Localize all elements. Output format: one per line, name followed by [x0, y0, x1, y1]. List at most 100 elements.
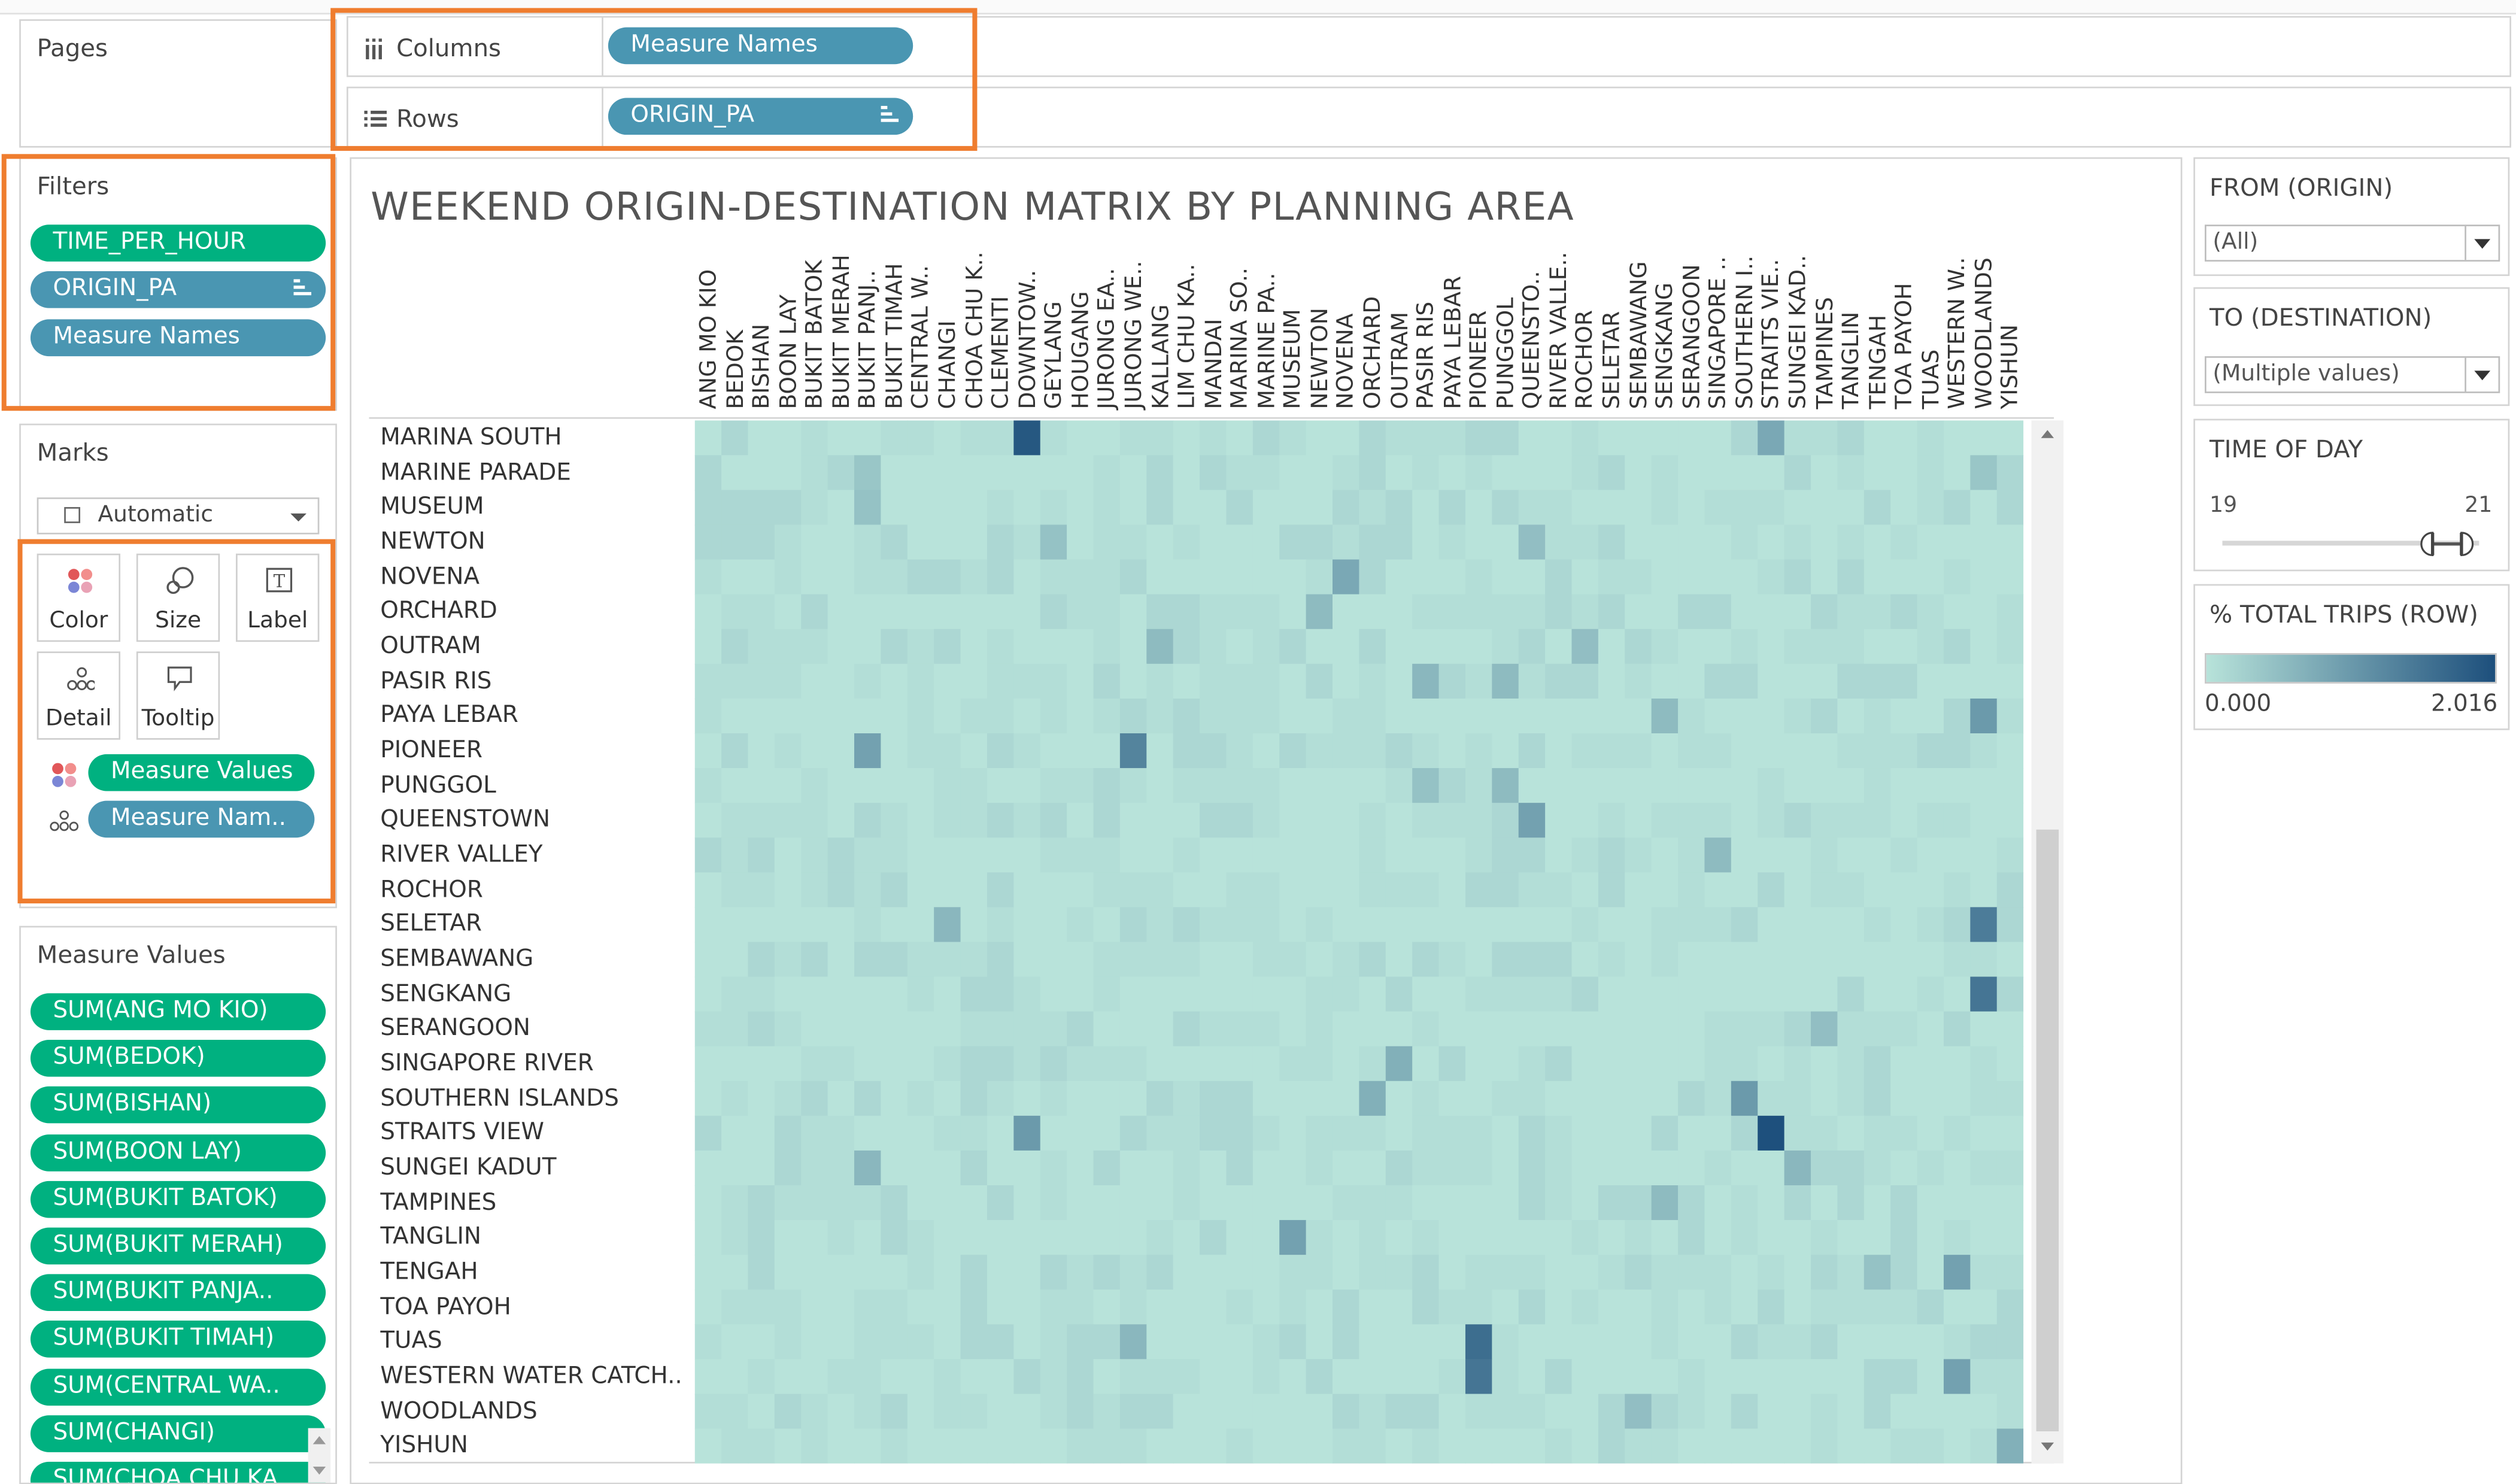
heatmap-cell[interactable] — [1704, 837, 1732, 873]
heatmap-cell[interactable] — [1332, 524, 1360, 560]
heatmap-cell[interactable] — [721, 1255, 749, 1291]
heatmap-cell[interactable] — [1518, 976, 1546, 1012]
heatmap-cell[interactable] — [1943, 559, 1971, 595]
heatmap-cell[interactable] — [748, 1220, 775, 1256]
heatmap-cell[interactable] — [1864, 1428, 1892, 1464]
heatmap-cell[interactable] — [1332, 976, 1360, 1012]
heatmap-cell[interactable] — [1492, 942, 1519, 978]
row-label[interactable]: MUSEUM — [380, 494, 484, 521]
heatmap-cell[interactable] — [1412, 768, 1440, 804]
heatmap-cell[interactable] — [1200, 1011, 1227, 1047]
heatmap-cell[interactable] — [1651, 1185, 1679, 1221]
column-label[interactable]: JURONG EA.. — [1095, 257, 1121, 409]
heatmap-cell[interactable] — [1279, 629, 1307, 664]
heatmap-cell[interactable] — [1252, 1081, 1280, 1116]
heatmap-cell[interactable] — [1306, 1289, 1334, 1325]
heatmap-cell[interactable] — [1385, 490, 1413, 526]
heatmap-cell[interactable] — [1359, 1150, 1386, 1186]
heatmap-cell[interactable] — [1067, 837, 1094, 873]
heatmap-cell[interactable] — [907, 1011, 935, 1047]
heatmap-cell[interactable] — [1837, 1394, 1865, 1430]
heatmap-cell[interactable] — [748, 1324, 775, 1360]
heatmap-cell[interactable] — [1758, 1150, 1785, 1186]
heatmap-cell[interactable] — [1306, 837, 1334, 873]
heatmap-cell[interactable] — [881, 594, 908, 630]
heatmap-cell[interactable] — [1837, 663, 1865, 700]
heatmap-cell[interactable] — [801, 1255, 828, 1291]
heatmap-cell[interactable] — [1625, 698, 1652, 735]
heatmap-cell[interactable] — [907, 837, 935, 873]
heatmap-cell[interactable] — [1385, 594, 1413, 630]
heatmap-cell[interactable] — [960, 1150, 988, 1186]
heatmap-cell[interactable] — [1385, 455, 1413, 491]
heatmap-cell[interactable] — [774, 1324, 802, 1360]
heatmap-cell[interactable] — [1146, 803, 1174, 839]
heatmap-cell[interactable] — [854, 1428, 882, 1464]
column-label[interactable]: ROCHOR — [1573, 257, 1599, 409]
heatmap-cell[interactable] — [1864, 976, 1892, 1012]
heatmap-cell[interactable] — [907, 559, 935, 595]
heatmap-cell[interactable] — [907, 455, 935, 491]
heatmap-cell[interactable] — [1704, 803, 1732, 839]
row-label[interactable]: TANGLIN — [380, 1225, 481, 1251]
row-label[interactable]: TAMPINES — [380, 1190, 497, 1216]
heatmap-cell[interactable] — [1864, 1011, 1892, 1047]
heatmap-cell[interactable] — [907, 803, 935, 839]
heatmap-cell[interactable] — [1279, 455, 1307, 491]
heatmap-cell[interactable] — [1438, 1185, 1467, 1221]
heatmap-cell[interactable] — [1332, 803, 1360, 839]
heatmap-cell[interactable] — [1731, 872, 1759, 908]
heatmap-cell[interactable] — [1837, 698, 1865, 735]
heatmap-cell[interactable] — [1943, 1185, 1971, 1221]
heatmap-cell[interactable] — [1917, 872, 1945, 908]
heatmap-cell[interactable] — [1545, 1324, 1573, 1360]
heatmap-cell[interactable] — [1040, 872, 1068, 908]
heatmap-cell[interactable] — [748, 768, 775, 804]
heatmap-cell[interactable] — [1119, 733, 1148, 769]
heatmap-cell[interactable] — [1890, 1220, 1918, 1256]
heatmap-cell[interactable] — [934, 1011, 961, 1047]
heatmap-cell[interactable] — [721, 1289, 749, 1325]
heatmap-cell[interactable] — [854, 1255, 882, 1291]
heatmap-cell[interactable] — [1013, 559, 1041, 595]
heatmap-cell[interactable] — [1093, 803, 1121, 839]
heatmap-cell[interactable] — [1784, 1150, 1812, 1186]
heatmap-cell[interactable] — [1279, 559, 1307, 595]
heatmap-cell[interactable] — [1146, 629, 1174, 664]
heatmap-cell[interactable] — [1093, 942, 1121, 978]
heatmap-cell[interactable] — [1758, 629, 1785, 664]
heatmap-cell[interactable] — [694, 420, 723, 456]
column-label[interactable]: BISHAN — [749, 257, 775, 409]
heatmap-cell[interactable] — [721, 1428, 749, 1464]
heatmap-cell[interactable] — [987, 1289, 1015, 1325]
heatmap-cell[interactable] — [1651, 559, 1679, 595]
column-label[interactable]: HOUGANG — [1069, 257, 1094, 409]
heatmap-cell[interactable] — [1013, 803, 1041, 839]
heatmap-cell[interactable] — [774, 420, 802, 456]
heatmap-cell[interactable] — [1093, 1220, 1121, 1256]
heatmap-cell[interactable] — [1864, 629, 1892, 664]
heatmap-cell[interactable] — [694, 1324, 723, 1360]
heatmap-cell[interactable] — [774, 490, 802, 526]
heatmap-cell[interactable] — [1013, 1289, 1041, 1325]
heatmap-cell[interactable] — [721, 524, 749, 560]
heatmap-cell[interactable] — [1279, 803, 1307, 839]
heatmap-cell[interactable] — [1810, 698, 1838, 735]
heatmap-cell[interactable] — [694, 1289, 723, 1325]
heatmap-cell[interactable] — [987, 629, 1015, 664]
heatmap-cell[interactable] — [960, 1081, 988, 1116]
heatmap-cell[interactable] — [1226, 629, 1254, 664]
heatmap-cell[interactable] — [1412, 1428, 1440, 1464]
heatmap-cell[interactable] — [1890, 872, 1918, 908]
heatmap-cell[interactable] — [1970, 524, 1998, 560]
heatmap-cell[interactable] — [1571, 1011, 1599, 1047]
heatmap-cell[interactable] — [1970, 942, 1998, 978]
heatmap-cell[interactable] — [1704, 1428, 1732, 1464]
heatmap-cell[interactable] — [1438, 872, 1467, 908]
heatmap-cell[interactable] — [1465, 1150, 1493, 1186]
heatmap-cell[interactable] — [801, 1185, 828, 1221]
column-label[interactable]: MARINE PA.. — [1254, 257, 1280, 409]
heatmap-cell[interactable] — [1385, 907, 1413, 943]
heatmap-cell[interactable] — [1810, 1011, 1838, 1047]
heatmap-cell[interactable] — [801, 1150, 828, 1186]
